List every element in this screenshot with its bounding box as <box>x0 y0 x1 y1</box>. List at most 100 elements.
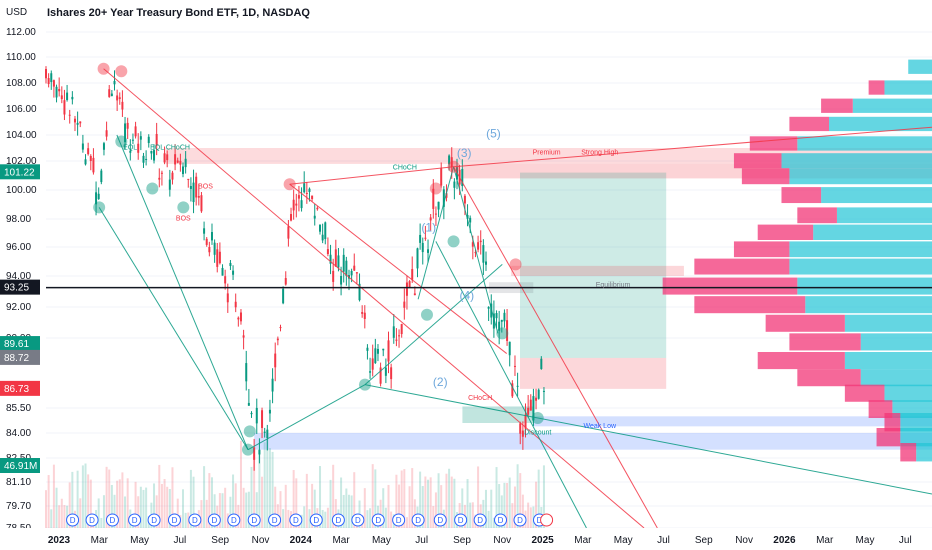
volume-bar <box>253 454 256 528</box>
volume-bar <box>100 517 103 528</box>
candle-body <box>76 122 79 125</box>
x-tick-label: Sep <box>211 535 229 546</box>
candle-body <box>250 412 253 415</box>
trendline <box>289 166 454 185</box>
profile-bar-up <box>797 136 932 151</box>
candle-body <box>245 363 248 382</box>
candle-body <box>108 89 111 97</box>
volume-bar <box>313 489 316 528</box>
volume-bar <box>492 517 495 528</box>
y-tick-label: 102.00 <box>6 156 37 167</box>
candle-body <box>355 272 358 274</box>
volume-bar <box>295 478 298 528</box>
candle-body <box>479 240 482 243</box>
volume-bar <box>221 493 224 528</box>
x-tick-label: Jul <box>174 535 187 546</box>
volume-bar <box>487 510 490 528</box>
price-badge-label: 93.25 <box>4 283 29 294</box>
volume-bar <box>287 509 290 528</box>
volume-bar <box>498 484 501 528</box>
volume-bar <box>97 498 100 528</box>
swing-point-marker <box>115 135 128 148</box>
price-badge-bg <box>0 380 40 396</box>
dividend-circle <box>268 513 282 527</box>
candle-body <box>361 312 364 314</box>
profile-bar-up <box>797 277 932 295</box>
volume-bar <box>334 499 337 528</box>
swing-point-marker <box>447 235 460 248</box>
dividend-circle <box>66 513 80 527</box>
profile-bar-up <box>860 333 932 351</box>
candle-body <box>182 166 185 175</box>
volume-bar <box>224 487 227 528</box>
candle-body <box>189 186 192 189</box>
trendline <box>364 384 932 495</box>
swing-point-marker <box>146 182 159 195</box>
volume-bar <box>513 486 516 528</box>
dividend-label: D <box>251 516 257 525</box>
x-tick-label: Sep <box>695 535 713 546</box>
volume-bar <box>239 440 242 528</box>
candle-body <box>234 301 237 308</box>
volume-bar <box>419 471 422 528</box>
candle-body <box>374 348 377 364</box>
candle-body <box>145 158 148 160</box>
swing-point-marker <box>420 308 433 321</box>
volume-bar <box>208 473 211 528</box>
candle-body <box>324 222 327 240</box>
dividend-circle <box>371 513 385 527</box>
profile-bar-up <box>884 80 932 95</box>
profile-bar-down <box>884 413 901 432</box>
volume-bar <box>305 473 308 528</box>
dividend-circle <box>188 513 202 527</box>
volume-bar <box>271 451 274 528</box>
price-badge: 89.61 <box>0 336 40 352</box>
candle-body <box>174 154 177 165</box>
candle-body <box>66 92 69 101</box>
candle-body <box>116 95 119 101</box>
volume-bar <box>189 469 192 528</box>
candle-body <box>424 237 427 239</box>
candle-body <box>492 313 495 329</box>
candle-body <box>334 249 337 267</box>
candle-body <box>326 249 329 255</box>
candle-body <box>319 224 322 232</box>
volume-bar <box>521 494 524 528</box>
dividend-label: D <box>396 516 402 525</box>
candle-body <box>495 313 498 319</box>
chart-title: Ishares 20+ Year Treasury Bond ETF, 1D, … <box>47 7 310 19</box>
dividend-circle <box>454 513 468 527</box>
candle-body <box>208 247 211 253</box>
volume-bar <box>145 487 148 528</box>
swing-point-marker <box>283 178 296 191</box>
profile-bar-down <box>694 296 806 314</box>
volume-bar <box>124 496 127 528</box>
swing-point-marker <box>531 412 544 424</box>
volume-bar <box>63 505 66 528</box>
volume-bar <box>160 483 163 528</box>
volume-bar <box>242 487 245 528</box>
dividend-marker: D <box>309 513 323 527</box>
volume-bar <box>508 477 511 528</box>
candle-body <box>229 262 232 267</box>
price-badge-label: 101.22 <box>4 167 35 178</box>
chart-annotation: (3) <box>457 146 472 160</box>
candle-body <box>71 96 74 100</box>
candle-body <box>276 338 279 341</box>
swing-point-marker <box>97 62 110 75</box>
candle-body <box>242 335 245 338</box>
candle-body <box>237 317 240 320</box>
volume-bar <box>461 488 464 528</box>
candle-body <box>79 121 82 124</box>
zone-box <box>520 357 667 389</box>
candle-body <box>121 101 124 110</box>
x-axis[interactable]: 2023 Mar May Jul Sep Nov 2024 Mar May Jul Sep Nov 20… <box>0 528 932 550</box>
candle-body <box>266 429 269 439</box>
candle-body <box>210 232 213 241</box>
candle-body <box>403 301 406 308</box>
dividend-marker: D <box>433 513 447 527</box>
candle-body <box>303 183 306 193</box>
volume-bar <box>374 469 377 528</box>
candle-body <box>171 172 174 180</box>
